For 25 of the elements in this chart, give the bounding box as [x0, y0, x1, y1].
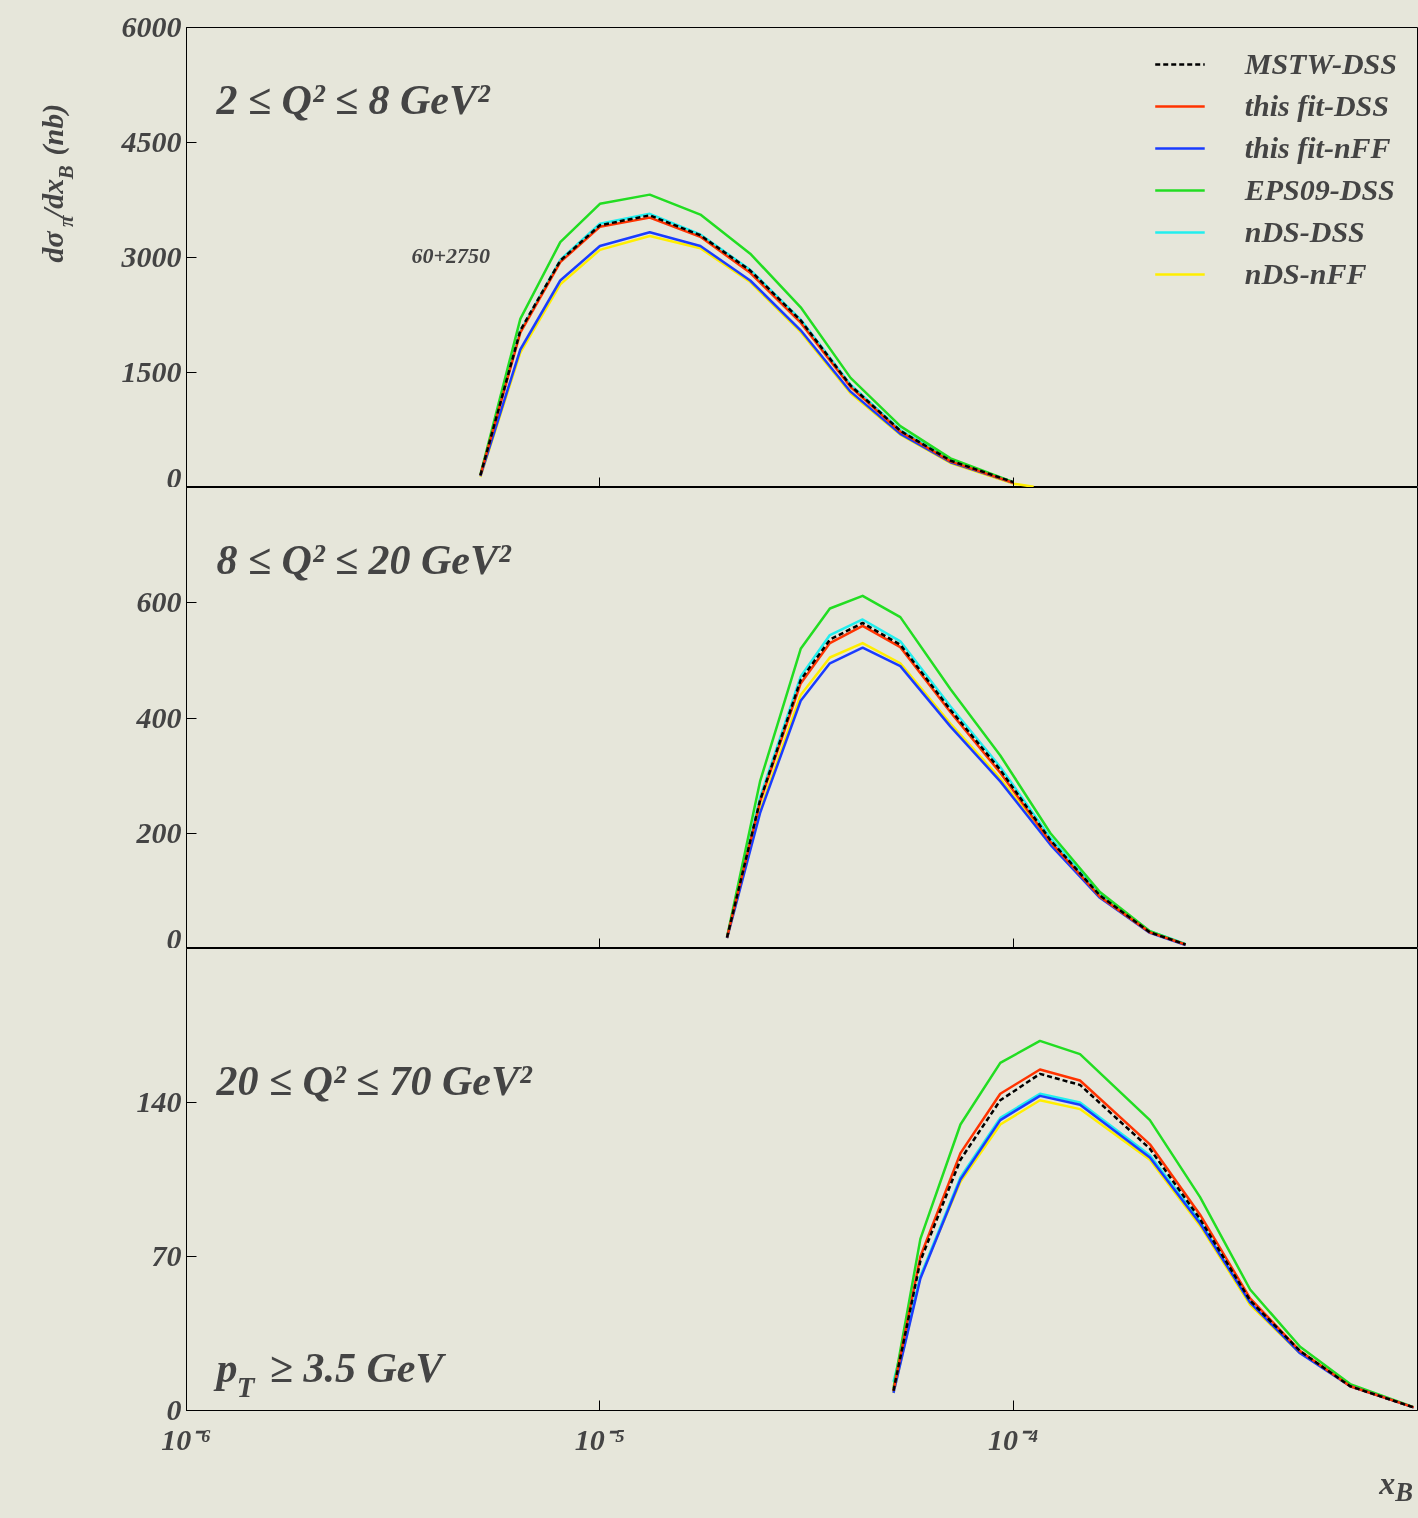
y-tick-label: 400	[135, 700, 182, 734]
y-tick-label: 600	[136, 585, 182, 619]
y-tick-label: 3000	[120, 240, 182, 273]
y-tick-label: 6000	[121, 10, 182, 43]
legend-label: nDS-DSS	[1244, 215, 1365, 249]
y-tick-label: 1500	[121, 355, 182, 388]
annotation: 2 ≤ Q² ≤ 8 GeV²	[215, 76, 492, 123]
y-tick-label: 0	[166, 921, 182, 955]
y-tick-label: 4500	[120, 125, 182, 158]
legend-label: nDS-nFF	[1244, 257, 1367, 291]
y-tick-label: 200	[135, 815, 182, 849]
y-axis-title: dσπ/dxB (nb)	[35, 103, 78, 263]
x-tick-label: 10⁻⁵	[574, 1422, 626, 1456]
y-tick-label: 140	[136, 1085, 182, 1118]
legend-label: this fit-DSS	[1244, 89, 1389, 123]
legend-label: EPS09-DSS	[1244, 173, 1395, 207]
y-tick-label: 0	[166, 460, 182, 494]
x-axis-title: x$_{B}$	[1379, 1464, 1413, 1510]
annotation: 8 ≤ Q² ≤ 20 GeV²	[216, 536, 513, 583]
annotation: 60+2750	[411, 242, 491, 268]
x-tick-label: 10⁻⁴	[988, 1422, 1039, 1456]
annotation: 20 ≤ Q² ≤ 70 GeV²	[215, 1057, 534, 1104]
legend-label: MSTW-DSS	[1244, 47, 1397, 81]
y-tick-label: 70	[151, 1239, 182, 1272]
legend-label: this fit-nFF	[1244, 131, 1391, 165]
